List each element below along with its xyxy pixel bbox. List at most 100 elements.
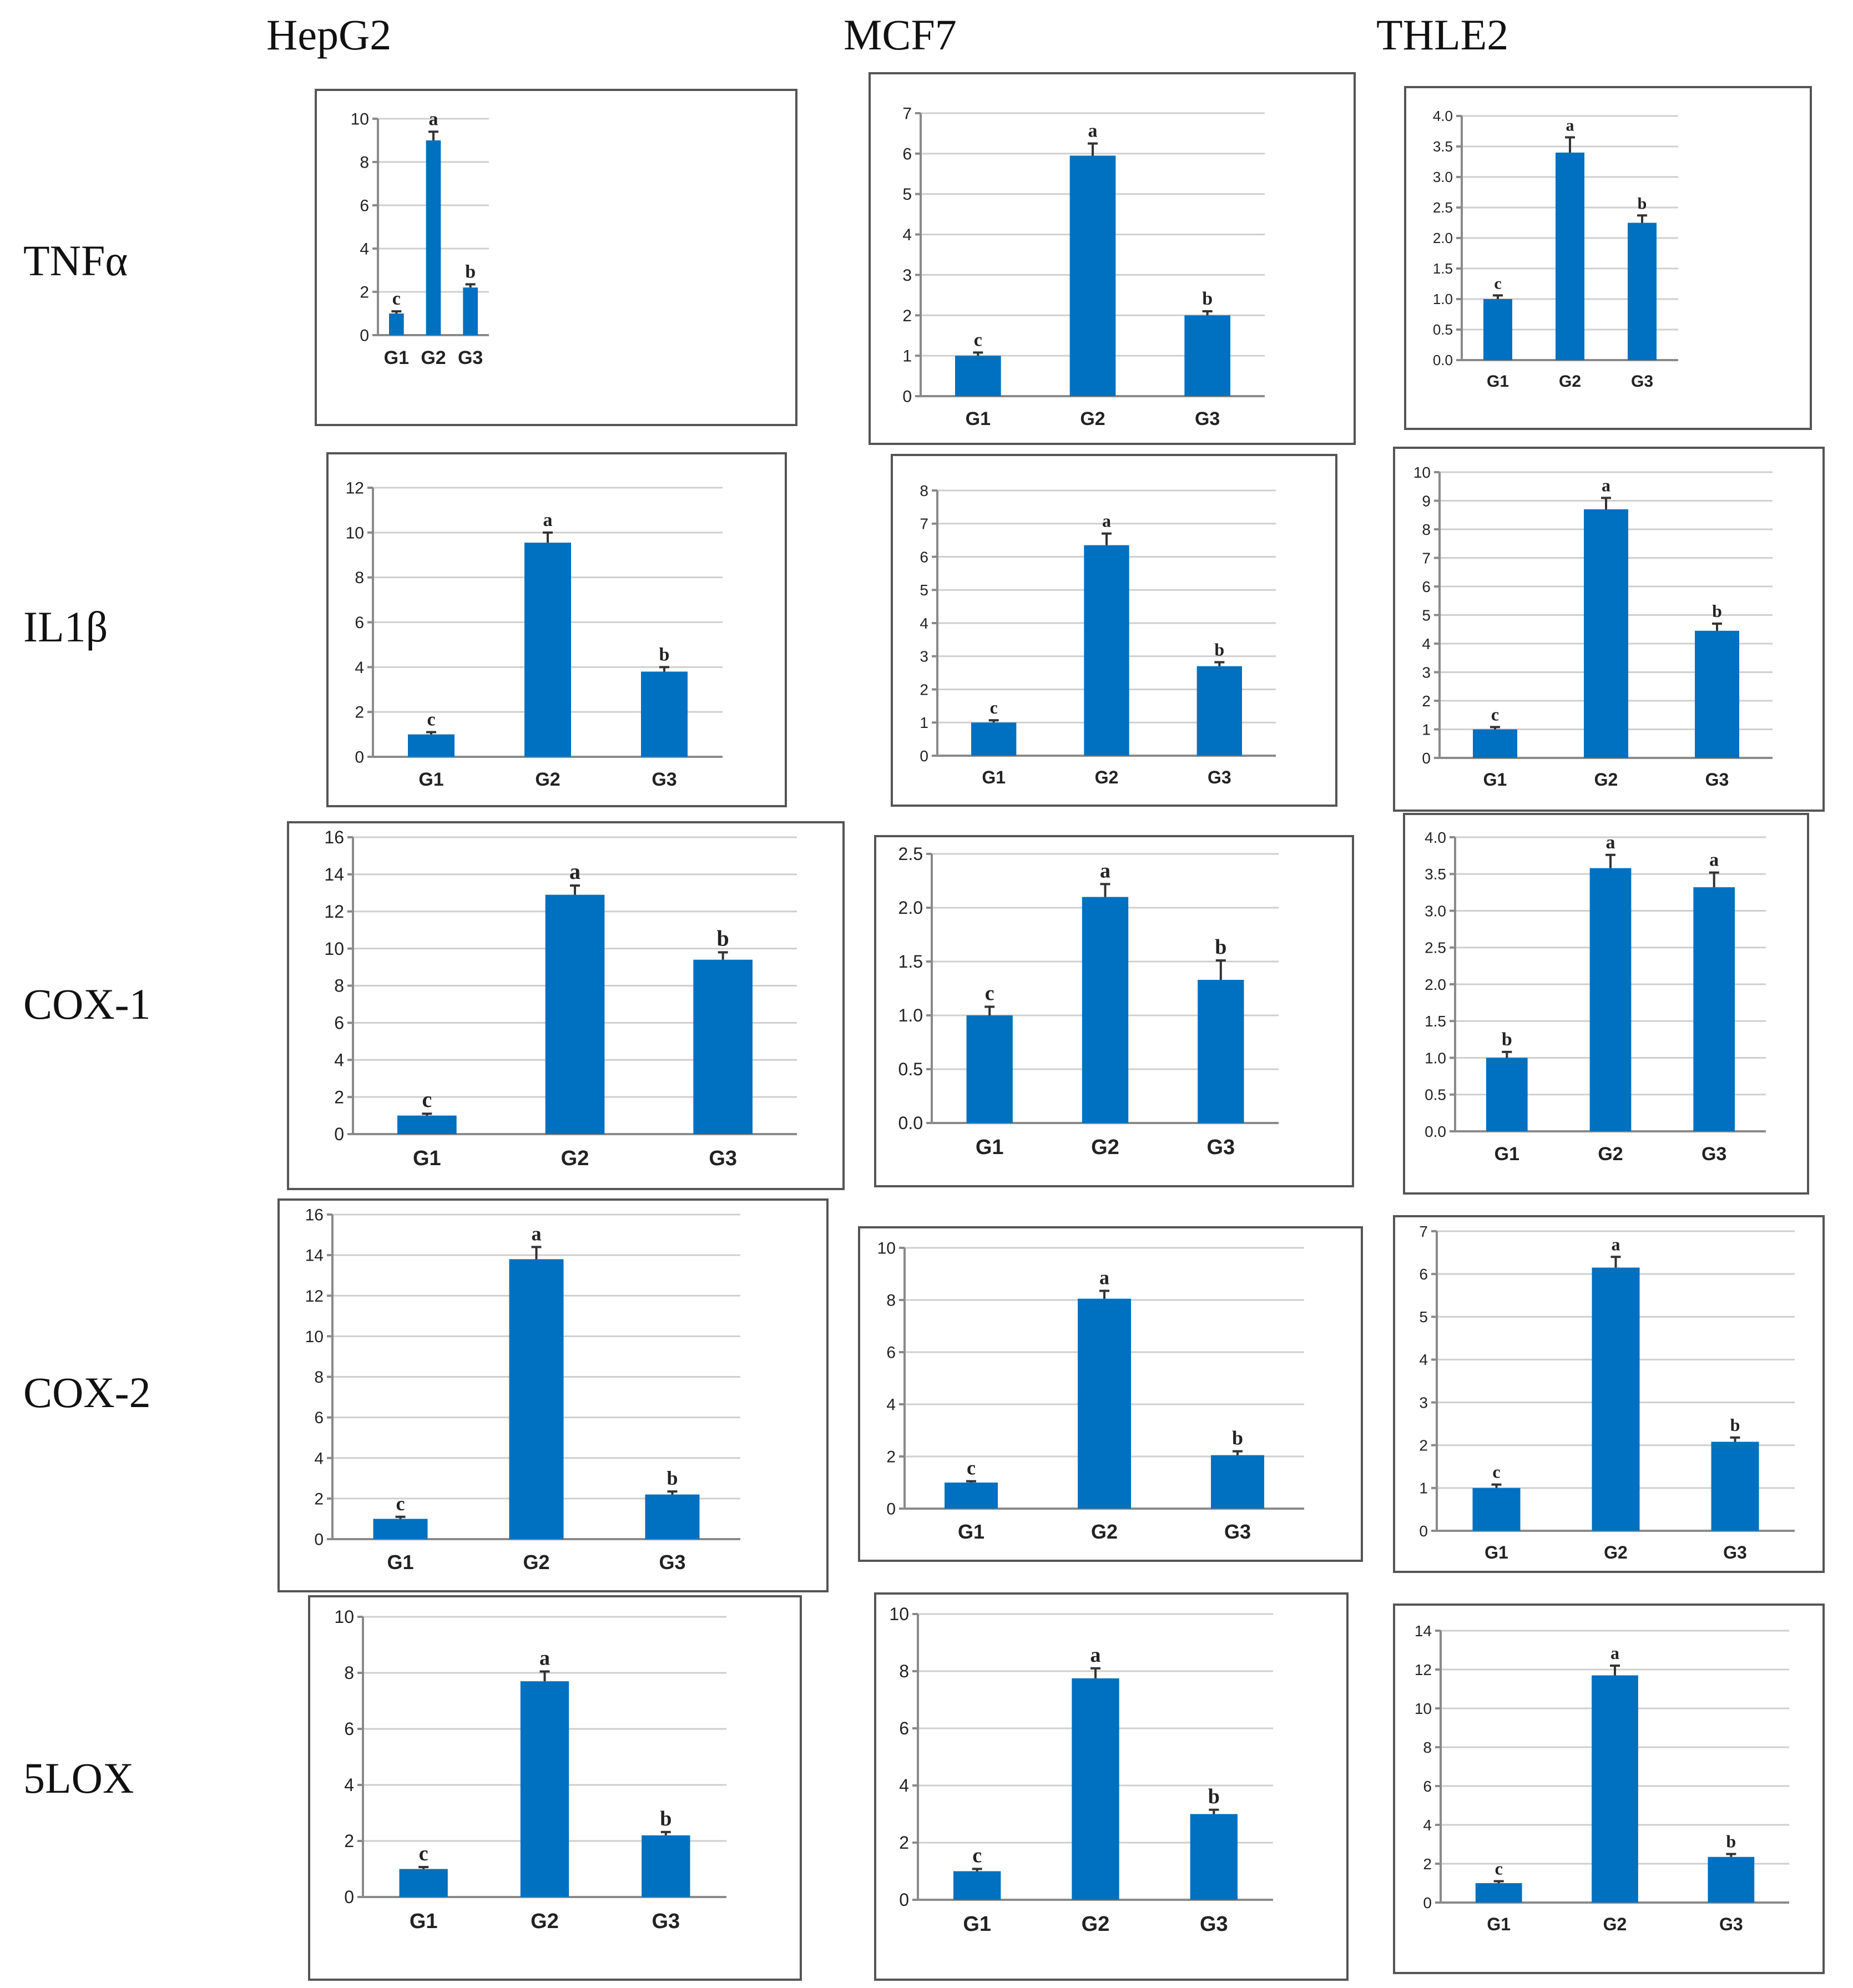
y-tick-label: 0 bbox=[334, 1124, 344, 1144]
y-tick-label: 6 bbox=[902, 145, 912, 163]
significance-letter: b bbox=[1232, 1427, 1243, 1449]
y-tick-label: 4.0 bbox=[1425, 829, 1446, 846]
y-tick-label: 2 bbox=[344, 1831, 354, 1851]
y-tick-label: 12 bbox=[305, 1287, 324, 1306]
bar-g3 bbox=[1628, 222, 1657, 360]
bar-g3 bbox=[1198, 979, 1244, 1123]
x-tick-label: G2 bbox=[1091, 1520, 1118, 1543]
y-tick-label: 4 bbox=[1419, 1351, 1428, 1368]
y-tick-label: 5 bbox=[902, 185, 912, 204]
x-tick-label: G1 bbox=[976, 1136, 1004, 1159]
y-tick-label: 2.5 bbox=[1425, 939, 1446, 957]
y-tick-label: 12 bbox=[1415, 1661, 1432, 1678]
y-tick-label: 0.5 bbox=[1425, 1086, 1446, 1104]
y-tick-label: 6 bbox=[920, 548, 928, 565]
significance-letter: a bbox=[1090, 1643, 1101, 1667]
x-tick-label: G1 bbox=[963, 1913, 991, 1936]
bar-g2 bbox=[509, 1259, 564, 1539]
x-tick-label: G2 bbox=[1594, 770, 1618, 790]
bar-g1 bbox=[399, 1869, 448, 1897]
y-tick-label: 8 bbox=[344, 1663, 354, 1683]
chart-svg: 0 1 2 3 4 5 6 7 8 c G1 a G2 b G3 bbox=[920, 482, 1276, 787]
significance-letter: b bbox=[659, 644, 670, 665]
significance-letter: b bbox=[1215, 935, 1226, 959]
significance-letter: c bbox=[1495, 1859, 1503, 1879]
significance-letter: b bbox=[660, 1807, 671, 1830]
y-tick-label: 12 bbox=[346, 479, 364, 498]
y-tick-label: 10 bbox=[1413, 464, 1431, 481]
significance-letter: a bbox=[1602, 475, 1610, 495]
x-tick-label: G3 bbox=[652, 769, 676, 790]
chart-svg: 0 2 4 6 8 10 12 14 c G1 a G2 b G3 bbox=[1415, 1622, 1789, 1934]
bar-g3 bbox=[1211, 1455, 1264, 1509]
chart-hepg2-tnfa: 0 2 4 6 8 10 c G1 a G2 b G3 bbox=[315, 89, 797, 426]
y-tick-label: 2 bbox=[1422, 692, 1431, 710]
bar-g2 bbox=[1084, 545, 1129, 756]
x-tick-label: G2 bbox=[1095, 767, 1119, 787]
row-label-il1b: IL1β bbox=[23, 603, 108, 651]
significance-letter: b bbox=[1638, 194, 1647, 213]
bar-g3 bbox=[641, 671, 688, 757]
bar-g1 bbox=[1473, 729, 1517, 758]
y-tick-label: 8 bbox=[1423, 1739, 1432, 1756]
x-tick-label: G1 bbox=[1494, 1144, 1519, 1165]
y-tick-label: 4 bbox=[334, 1050, 344, 1070]
column-header-hepg2: HepG2 bbox=[266, 11, 392, 59]
x-tick-label: G1 bbox=[413, 1147, 441, 1170]
significance-letter: c bbox=[985, 982, 994, 1005]
x-tick-label: G3 bbox=[652, 1910, 680, 1933]
x-tick-label: G1 bbox=[982, 767, 1006, 787]
x-tick-label: G2 bbox=[1604, 1542, 1628, 1562]
significance-letter: b bbox=[1502, 1029, 1512, 1050]
y-tick-label: 7 bbox=[1422, 549, 1431, 566]
bar-g3 bbox=[1196, 666, 1242, 756]
x-tick-label: G2 bbox=[523, 1551, 549, 1574]
x-tick-label: G1 bbox=[1487, 372, 1509, 391]
y-tick-label: 8 bbox=[334, 976, 344, 996]
y-tick-label: 8 bbox=[1422, 521, 1431, 538]
significance-letter: a bbox=[1709, 850, 1719, 871]
y-tick-label: 6 bbox=[886, 1344, 896, 1362]
x-tick-label: G3 bbox=[1195, 408, 1220, 429]
significance-letter: b bbox=[1214, 640, 1224, 660]
chart-mcf7-il1b: 0 1 2 3 4 5 6 7 8 c G1 a G2 b G3 bbox=[891, 454, 1337, 807]
x-tick-label: G1 bbox=[384, 347, 409, 368]
bar-g3 bbox=[1708, 1857, 1755, 1903]
y-tick-label: 0 bbox=[1422, 750, 1431, 767]
y-tick-label: 1 bbox=[902, 347, 912, 366]
significance-letter: c bbox=[1491, 704, 1499, 724]
significance-letter: a bbox=[1102, 511, 1111, 531]
significance-letter: c bbox=[990, 697, 998, 717]
y-tick-label: 4 bbox=[355, 659, 364, 677]
y-tick-label: 12 bbox=[324, 902, 344, 922]
y-tick-label: 8 bbox=[886, 1292, 896, 1310]
chart-thle2-cox2: 0 1 2 3 4 5 6 7 c G1 a G2 b G3 bbox=[1393, 1215, 1825, 1573]
row-label-5lox: 5LOX bbox=[23, 1754, 134, 1802]
y-tick-label: 4 bbox=[360, 240, 369, 259]
chart-svg: 0.0 0.5 1.0 1.5 2.0 2.5 3.0 3.5 4.0 b G1 a G2 a G3 bbox=[1425, 829, 1766, 1165]
y-tick-label: 1.0 bbox=[1425, 1049, 1446, 1066]
chart-svg: 0.0 0.5 1.0 1.5 2.0 2.5 3.0 3.5 4.0 c G1 a G2 b G3 bbox=[1433, 108, 1678, 391]
y-tick-label: 8 bbox=[314, 1368, 324, 1387]
chart-mcf7-cox2: 0 2 4 6 8 10 c G1 a G2 b G3 bbox=[858, 1226, 1363, 1562]
y-tick-label: 4 bbox=[886, 1396, 896, 1414]
y-tick-label: 2.5 bbox=[898, 844, 923, 864]
significance-letter: c bbox=[1494, 274, 1501, 292]
y-tick-label: 1 bbox=[1422, 721, 1431, 738]
y-tick-label: 8 bbox=[920, 482, 928, 499]
chart-svg: 0 1 2 3 4 5 6 7 c G1 a G2 b G3 bbox=[902, 105, 1265, 429]
significance-letter: a bbox=[1100, 859, 1110, 882]
y-tick-label: 2 bbox=[886, 1448, 896, 1466]
significance-letter: a bbox=[1612, 1234, 1620, 1254]
x-tick-label: G2 bbox=[1080, 408, 1105, 429]
y-tick-label: 5 bbox=[1419, 1308, 1428, 1326]
x-tick-label: G1 bbox=[418, 769, 443, 790]
x-tick-label: G2 bbox=[561, 1147, 589, 1170]
bar-g3 bbox=[642, 1835, 690, 1897]
significance-letter: a bbox=[569, 859, 580, 884]
x-tick-label: G3 bbox=[709, 1147, 737, 1170]
y-tick-label: 2.0 bbox=[898, 898, 923, 918]
y-tick-label: 6 bbox=[899, 1718, 909, 1738]
significance-letter: b bbox=[1730, 1415, 1740, 1435]
y-tick-label: 0.5 bbox=[1433, 321, 1453, 338]
